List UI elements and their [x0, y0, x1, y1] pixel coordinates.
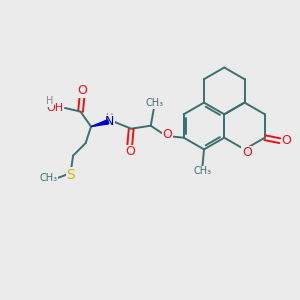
Text: O: O: [281, 134, 291, 147]
Text: O: O: [77, 84, 87, 97]
Text: O: O: [162, 128, 172, 141]
Text: OH: OH: [47, 103, 64, 113]
Polygon shape: [91, 120, 109, 127]
Text: O: O: [125, 145, 135, 158]
Text: H: H: [106, 112, 113, 123]
Text: H: H: [46, 96, 53, 106]
Text: CH₃: CH₃: [145, 98, 164, 108]
Text: S: S: [66, 168, 75, 182]
Text: N: N: [105, 115, 114, 128]
Text: CH₃: CH₃: [194, 166, 211, 176]
Text: CH₃: CH₃: [40, 173, 58, 184]
Text: O: O: [242, 146, 252, 160]
